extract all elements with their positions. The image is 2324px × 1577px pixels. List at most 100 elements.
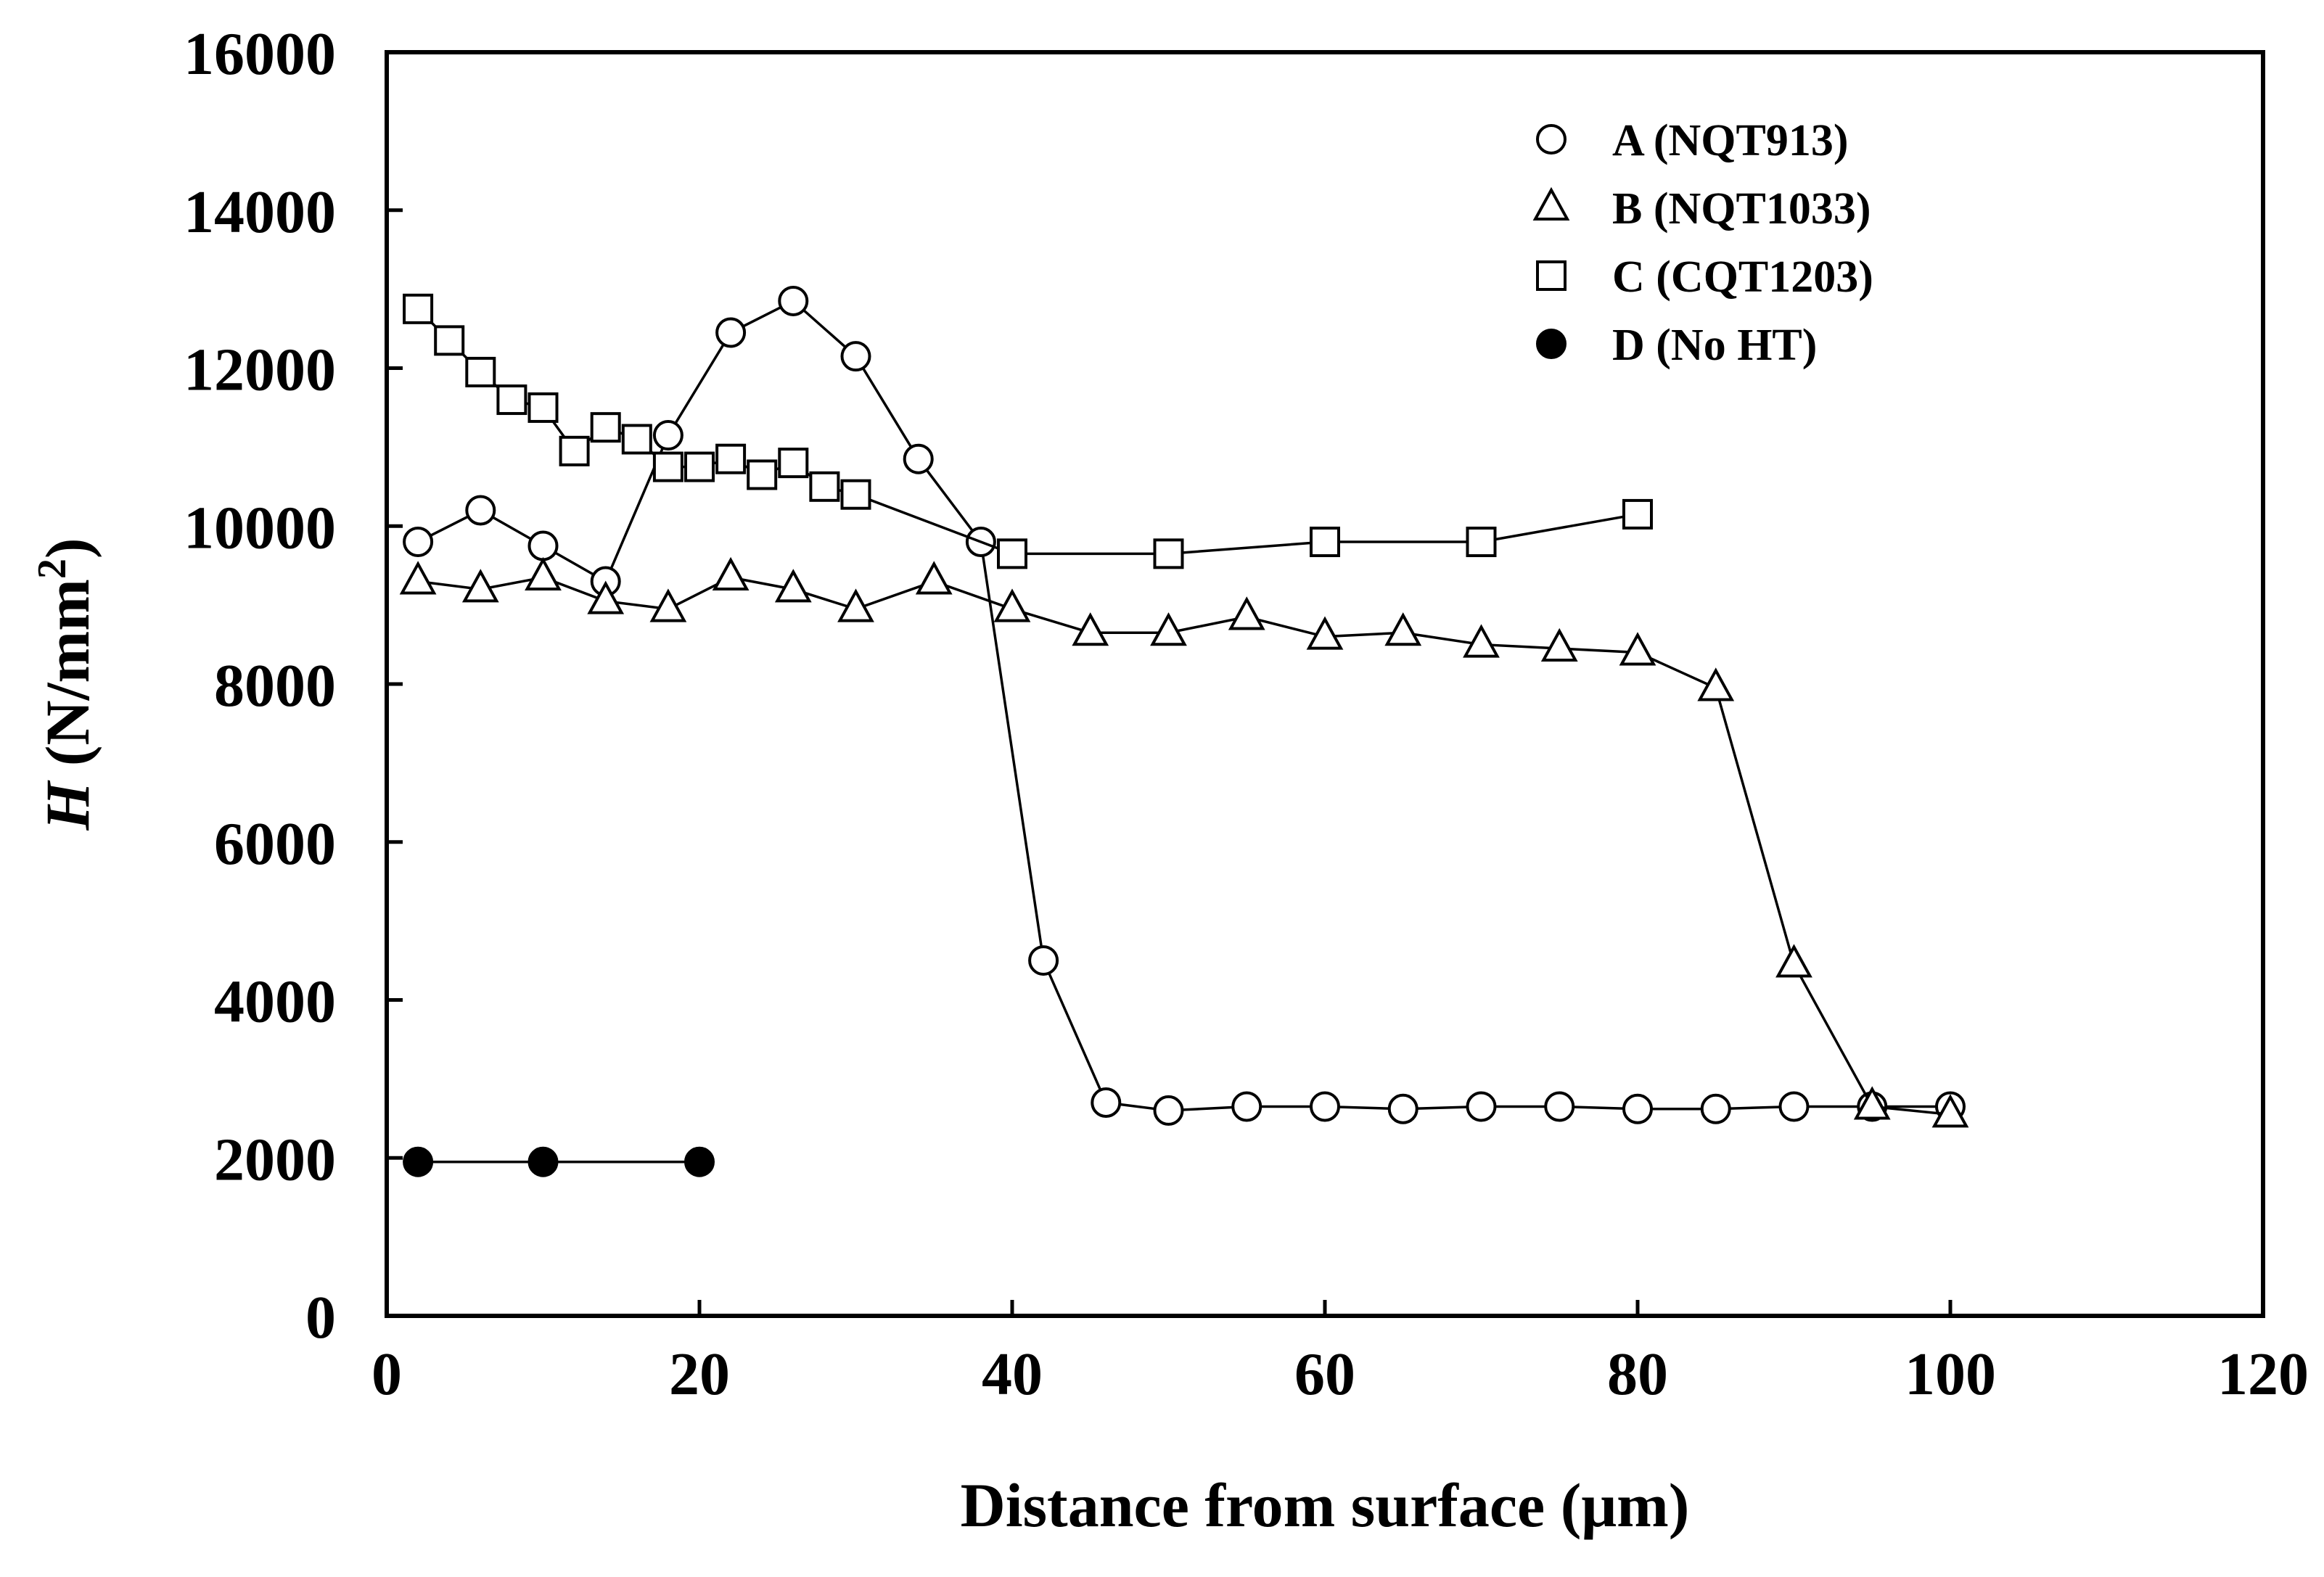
legend-label: D (No HT) xyxy=(1612,321,1817,370)
data-point xyxy=(649,588,687,622)
data-point xyxy=(1384,612,1422,646)
series-3 xyxy=(403,293,1653,569)
data-point xyxy=(527,530,559,561)
data-point xyxy=(1466,527,1497,558)
x-axis-ticks: 0 20 40 60 80 100 120 xyxy=(371,1300,2309,1408)
data-point xyxy=(1231,1091,1262,1122)
y-axis-title-unit: (N/mm xyxy=(33,579,102,781)
legend-marker xyxy=(1536,329,1567,359)
plot-frame xyxy=(385,50,2265,1318)
data-point xyxy=(1310,1091,1340,1122)
data-point xyxy=(1387,1093,1418,1124)
data-point xyxy=(809,471,840,502)
legend-label: C (CQT1203) xyxy=(1612,252,1873,302)
y-axis-title: H (N/mm2) xyxy=(30,538,102,831)
data-point xyxy=(715,443,747,474)
data-point xyxy=(1931,1094,1969,1128)
y-tick-label: 0 xyxy=(305,1284,336,1351)
data-point xyxy=(1853,1086,1891,1120)
y-axis-title-close: ) xyxy=(33,538,102,559)
data-point xyxy=(915,561,953,595)
y-tick-label: 12000 xyxy=(184,337,336,404)
series-1 xyxy=(403,285,1966,1126)
data-point xyxy=(1619,632,1656,666)
y-axis-title-superscript: 2 xyxy=(30,559,75,579)
data-point xyxy=(403,1146,434,1177)
data-point xyxy=(1072,612,1109,646)
data-point xyxy=(1310,527,1340,558)
data-point xyxy=(837,588,874,622)
y-tick-label: 10000 xyxy=(184,494,336,561)
data-point xyxy=(527,1146,559,1177)
data-point xyxy=(1153,1095,1184,1126)
data-point xyxy=(997,538,1027,569)
data-point xyxy=(587,580,625,614)
series-line xyxy=(417,576,1951,1116)
x-tick-label: 120 xyxy=(2217,1341,2309,1408)
data-point xyxy=(1306,616,1344,650)
y-tick-label: 6000 xyxy=(214,810,336,878)
x-tick-label: 100 xyxy=(1905,1341,1996,1408)
data-point xyxy=(496,384,527,416)
y-tick-label: 16000 xyxy=(184,20,336,88)
legend-marker xyxy=(1532,186,1570,221)
data-point xyxy=(1463,624,1500,658)
data-point xyxy=(621,424,652,455)
data-point xyxy=(1775,944,1812,978)
y-tick-label: 8000 xyxy=(214,652,336,720)
data-point xyxy=(747,459,778,490)
data-point xyxy=(1466,1091,1497,1122)
data-point xyxy=(715,317,747,348)
x-tick-label: 40 xyxy=(982,1341,1043,1408)
legend-marker xyxy=(1536,260,1567,291)
legend-marker xyxy=(1536,124,1567,155)
data-point xyxy=(559,435,590,466)
series-2 xyxy=(399,556,1969,1128)
data-point xyxy=(840,341,871,372)
data-point xyxy=(461,569,499,603)
data-point xyxy=(590,412,621,443)
data-point xyxy=(778,448,809,479)
data-point xyxy=(774,569,812,603)
legend-label: B (NQT1033) xyxy=(1612,184,1871,234)
data-point xyxy=(403,527,434,558)
data-point xyxy=(840,479,871,510)
data-point xyxy=(1228,596,1265,630)
data-point xyxy=(465,495,496,526)
legend-label: A (NQT913) xyxy=(1612,116,1849,165)
data-point xyxy=(1778,1091,1810,1122)
x-axis-title: Distance from surface (μm) xyxy=(961,1470,1690,1540)
data-point xyxy=(1028,945,1059,976)
data-point xyxy=(652,420,683,451)
data-point xyxy=(1150,612,1187,646)
data-point xyxy=(465,356,496,387)
y-tick-label: 14000 xyxy=(184,178,336,246)
data-point xyxy=(684,1146,715,1177)
data-point xyxy=(1540,627,1578,662)
data-point xyxy=(1697,667,1735,701)
legend: A (NQT913) B (NQT1033) C (CQT1203) D (No HT… xyxy=(1532,116,1873,370)
x-tick-label: 60 xyxy=(1294,1341,1355,1408)
data-point xyxy=(903,443,934,474)
data-point xyxy=(1622,1093,1653,1124)
data-point xyxy=(527,392,559,423)
data-point xyxy=(403,293,434,324)
x-tick-label: 20 xyxy=(669,1341,730,1408)
data-point xyxy=(993,588,1031,622)
series-4 xyxy=(403,1146,715,1177)
data-point xyxy=(434,325,465,356)
data-point xyxy=(525,556,562,591)
y-axis-ticks: 0 2000 4000 6000 8000 10000 12000 14000 16000 xyxy=(184,20,403,1351)
data-point xyxy=(1544,1091,1575,1122)
data-point xyxy=(1622,498,1653,530)
data-point xyxy=(712,556,750,591)
data-point xyxy=(1700,1093,1731,1124)
data-point xyxy=(684,451,715,482)
y-tick-label: 2000 xyxy=(214,1126,336,1193)
data-point xyxy=(652,451,683,482)
x-tick-label: 80 xyxy=(1607,1341,1668,1408)
y-tick-label: 4000 xyxy=(214,968,336,1036)
data-point xyxy=(1153,538,1184,569)
x-tick-label: 0 xyxy=(371,1341,402,1408)
